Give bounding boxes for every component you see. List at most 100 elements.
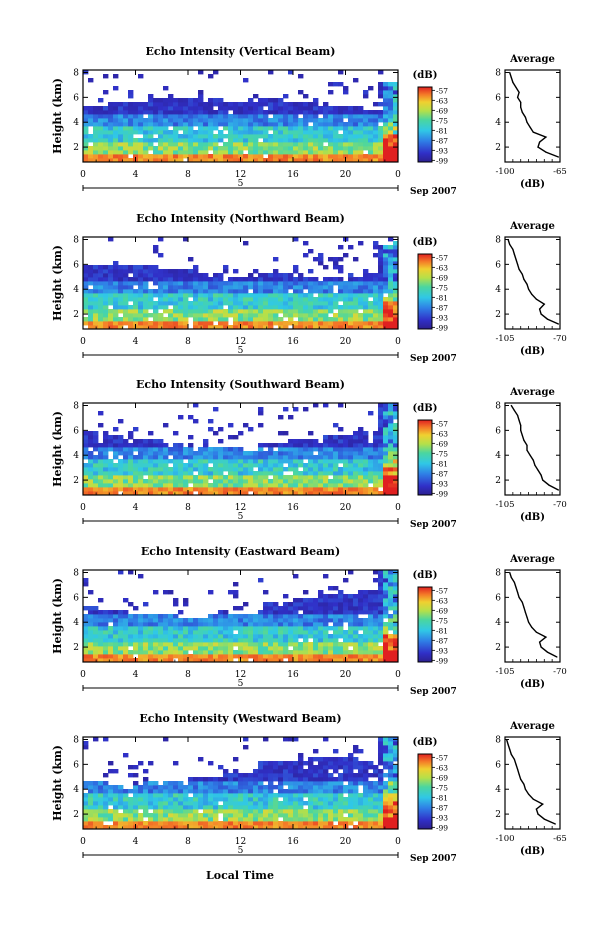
x-tick-label: 0 (395, 337, 401, 347)
heatmap-cell (348, 761, 354, 766)
heatmap-cell (363, 439, 369, 444)
heatmap-cell (388, 98, 394, 103)
heatmap-cell (278, 475, 284, 480)
heatmap-cell (258, 459, 264, 464)
heatmap-cell (168, 785, 174, 790)
heatmap-cell (183, 805, 189, 810)
heatmap-cell (298, 158, 304, 163)
heatmap-cell (248, 293, 254, 298)
heatmap-cell (248, 325, 254, 330)
chart-title: Echo Intensity (Vertical Beam) (145, 45, 335, 58)
heatmap-cell (233, 654, 239, 659)
heatmap-cell (93, 650, 99, 655)
heatmap-cell (343, 110, 349, 115)
profile-point (510, 76, 512, 79)
heatmap-cell (318, 297, 324, 302)
heatmap-cell (128, 471, 134, 476)
heatmap-cell (223, 297, 229, 302)
heatmap-cell (323, 483, 329, 488)
heatmap-cell (178, 491, 184, 496)
heatmap-cell (148, 821, 154, 826)
heatmap-cell (178, 102, 184, 107)
heatmap-cell (188, 781, 194, 786)
heatmap-cell (338, 757, 344, 762)
heatmap-cell (193, 789, 199, 794)
heatmap-cell (308, 813, 314, 818)
heatmap-cell (88, 297, 94, 302)
heatmap-cell (203, 154, 209, 159)
heatmap-cell (118, 106, 124, 111)
heatmap-cell (233, 638, 239, 643)
heatmap-cell (388, 435, 394, 440)
heatmap-cell (393, 447, 399, 452)
heatmap-cell (388, 622, 394, 627)
heatmap-cell (313, 459, 319, 464)
heatmap-cell (358, 646, 364, 651)
heatmap-cell (333, 749, 339, 754)
heatmap-cell (208, 325, 214, 330)
heatmap-cell (278, 801, 284, 806)
heatmap-cell (103, 463, 109, 468)
profile-point (556, 656, 558, 658)
heatmap-cell (83, 825, 89, 830)
heatmap-cell (118, 618, 124, 623)
heatmap-cell (328, 447, 334, 452)
heatmap-cell (103, 273, 109, 278)
heatmap-cell (208, 98, 214, 103)
heatmap-cell (393, 479, 399, 484)
heatmap-cell (123, 463, 129, 468)
heatmap-cell (258, 805, 264, 810)
heatmap-cell (243, 277, 249, 282)
heatmap-cell (293, 761, 299, 766)
heatmap-cell (168, 793, 174, 798)
heatmap-cell (388, 471, 394, 476)
heatmap-cell (168, 813, 174, 818)
heatmap-cell (348, 150, 354, 155)
heatmap-cell (103, 654, 109, 659)
heatmap-cell (338, 614, 344, 619)
heatmap-cell (298, 801, 304, 806)
heatmap-cell (253, 622, 259, 627)
heatmap-cell (188, 257, 194, 262)
heatmap-cell (248, 122, 254, 127)
heatmap-cell (273, 773, 279, 778)
heatmap-cell (338, 321, 344, 326)
heatmap-cell (328, 801, 334, 806)
heatmap-cell (133, 463, 139, 468)
heatmap-cell (108, 654, 114, 659)
heatmap-cell (353, 126, 359, 131)
heatmap-cell (378, 590, 384, 595)
profile-point (518, 596, 520, 599)
heatmap-cell (113, 447, 119, 452)
heatmap-cell (268, 773, 274, 778)
heatmap-cell (318, 451, 324, 456)
heatmap-cell (308, 618, 314, 623)
heatmap-cell (248, 467, 254, 472)
heatmap-cell (308, 642, 314, 647)
profile-title: Average (509, 387, 555, 398)
heatmap-cell (228, 789, 234, 794)
heatmap-cell (288, 317, 294, 322)
heatmap-cell (298, 142, 304, 147)
heatmap-cell (293, 781, 299, 786)
heatmap-cell (203, 293, 209, 298)
heatmap-cell (298, 642, 304, 647)
heatmap-cell (188, 630, 194, 635)
heatmap-cell (163, 471, 169, 476)
heatmap-cell (203, 285, 209, 290)
heatmap-cell (303, 277, 309, 282)
heatmap-cell (188, 309, 194, 314)
heatmap-cell (308, 793, 314, 798)
heatmap-cell (198, 654, 204, 659)
heatmap-cell (98, 654, 104, 659)
heatmap-cell (363, 650, 369, 655)
heatmap-cell (198, 313, 204, 318)
heatmap-cell (388, 606, 394, 611)
heatmap-cell (168, 809, 174, 814)
x-tick-label: 0 (395, 170, 401, 180)
heatmap-cell (128, 650, 134, 655)
heatmap-cell (373, 114, 379, 119)
heatmap-cell (218, 479, 224, 484)
heatmap-cell (178, 126, 184, 131)
heatmap-cell (133, 455, 139, 460)
